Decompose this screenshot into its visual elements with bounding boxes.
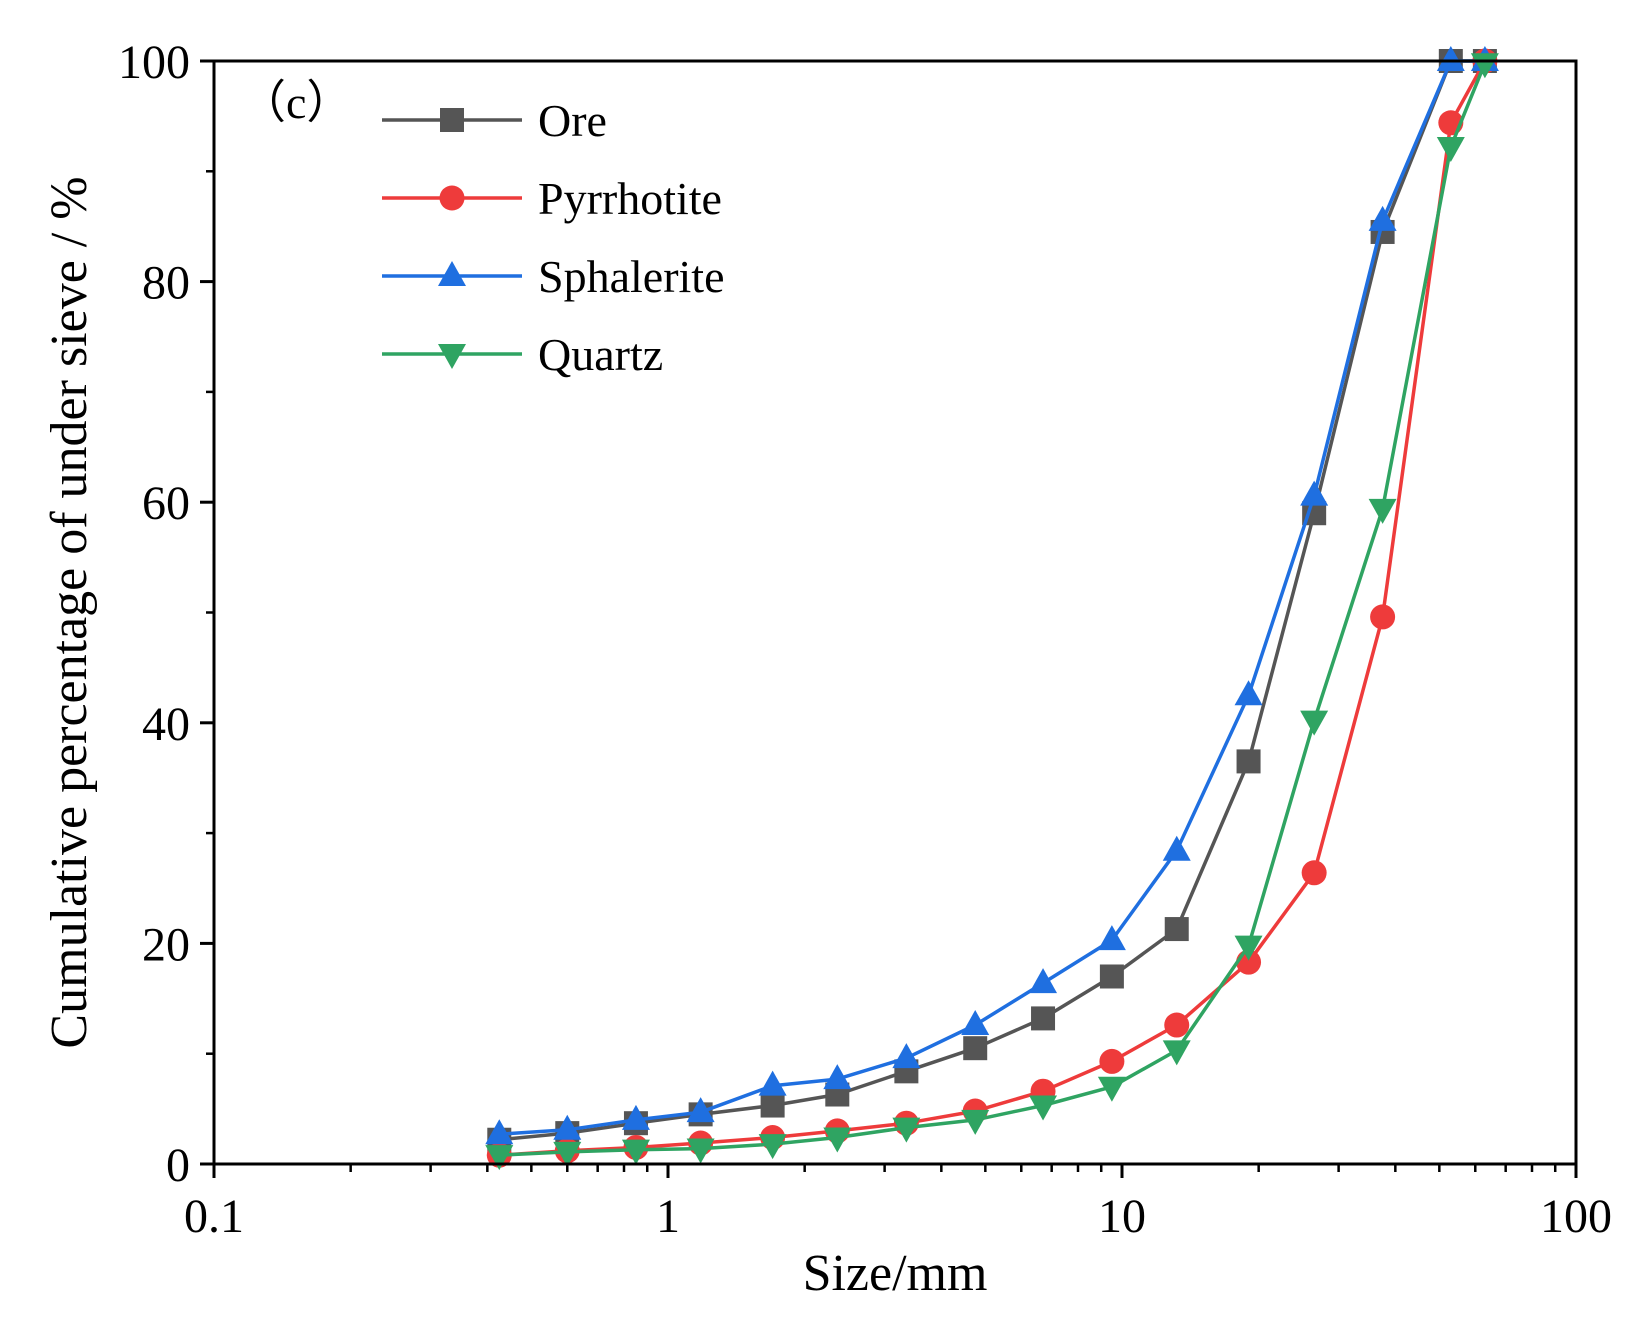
sphalerite-point xyxy=(686,1097,715,1123)
legend-label: Ore xyxy=(538,95,607,146)
sphalerite-line xyxy=(499,59,1485,1136)
plot-series-layer xyxy=(485,46,1499,1171)
x-tick-label: 0.1 xyxy=(184,1190,244,1243)
quartz-point xyxy=(1300,710,1329,736)
legend-marker xyxy=(440,108,464,132)
legend-label: Sphalerite xyxy=(538,251,725,302)
quartz-point xyxy=(1097,1076,1126,1102)
sphalerite-point xyxy=(1300,480,1329,506)
sphalerite-point xyxy=(1234,680,1263,706)
quartz-point xyxy=(1470,53,1499,79)
sphalerite-point xyxy=(553,1114,582,1140)
x-axis-title: Size/mm xyxy=(803,1245,988,1302)
x-tick-label: 1 xyxy=(656,1190,680,1243)
pyrrhotite-point xyxy=(1370,604,1396,630)
y-tick-label: 40 xyxy=(142,698,190,751)
legend-marker xyxy=(438,344,466,369)
panel-label: （c） xyxy=(240,77,352,128)
legend-item-quartz: Quartz xyxy=(382,329,663,380)
sphalerite-point xyxy=(823,1064,852,1090)
quartz-point xyxy=(686,1138,715,1164)
quartz-point xyxy=(758,1134,787,1160)
quartz-line xyxy=(499,62,1487,1157)
quartz-point xyxy=(485,1145,514,1171)
ore-point xyxy=(760,1093,785,1118)
ore-point xyxy=(1031,1006,1056,1031)
ore-point xyxy=(1164,917,1189,942)
y-tick-label: 0 xyxy=(166,1139,190,1192)
quartz-point xyxy=(823,1127,852,1153)
legend-marker xyxy=(439,185,465,211)
sphalerite-point xyxy=(1097,925,1126,951)
pyrrhotite-point xyxy=(1164,1012,1190,1038)
quartz-point xyxy=(553,1141,582,1167)
sphalerite-point xyxy=(1162,835,1191,861)
axis-ticks-layer: 0.1 1 10 100 0 20 40 60 80 100 xyxy=(118,36,1612,1243)
sphalerite-point xyxy=(758,1070,787,1096)
pyrrhotite-point xyxy=(1301,860,1327,886)
legend-marker xyxy=(438,261,466,286)
ore-point xyxy=(963,1036,988,1061)
quartz-point xyxy=(1234,935,1263,961)
quartz-point xyxy=(1029,1095,1058,1121)
sphalerite-point xyxy=(485,1119,514,1145)
x-tick-label: 100 xyxy=(1540,1190,1612,1243)
ore-point xyxy=(1236,749,1261,774)
pyrrhotite-line xyxy=(499,60,1487,1157)
sphalerite-point xyxy=(1368,205,1397,231)
y-tick-label: 60 xyxy=(142,477,190,530)
pyrrhotite-point xyxy=(1099,1048,1125,1074)
legend-item-sphalerite: Sphalerite xyxy=(382,251,725,302)
ore-point xyxy=(1099,964,1124,989)
y-axis-title: Cumulative percentage of under sieve / % xyxy=(41,176,98,1048)
sphalerite-point xyxy=(1436,46,1465,71)
quartz-point xyxy=(1368,498,1397,524)
y-tick-label: 20 xyxy=(142,918,190,971)
y-tick-label: 100 xyxy=(118,36,190,89)
quartz-point xyxy=(1162,1040,1191,1066)
sphalerite-point xyxy=(621,1104,650,1130)
series-quartz xyxy=(485,53,1499,1171)
quartz-point xyxy=(892,1117,921,1143)
quartz-point xyxy=(1436,137,1465,163)
sphalerite-point xyxy=(892,1043,921,1069)
legend: Ore Pyrrhotite Sphalerite Quartz xyxy=(382,95,725,380)
legend-label: Quartz xyxy=(538,329,663,380)
legend-item-pyrrhotite: Pyrrhotite xyxy=(382,173,722,224)
ore-line xyxy=(499,59,1485,1142)
sphalerite-point xyxy=(1029,968,1058,994)
quartz-point xyxy=(961,1109,990,1135)
y-tick-label: 80 xyxy=(142,257,190,310)
legend-item-ore: Ore xyxy=(382,95,607,146)
quartz-point xyxy=(621,1139,650,1165)
x-tick-label: 10 xyxy=(1098,1190,1146,1243)
sphalerite-point xyxy=(961,1010,990,1036)
legend-label: Pyrrhotite xyxy=(538,173,722,224)
